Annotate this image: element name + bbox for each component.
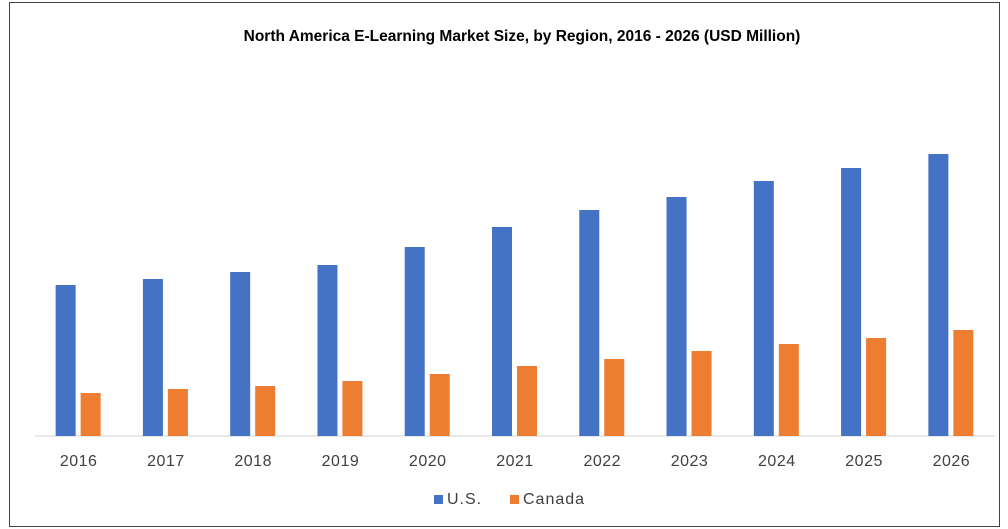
bar	[517, 366, 537, 436]
x-tick-label: 2019	[322, 453, 360, 470]
bar	[753, 181, 774, 436]
legend-label: Canada	[523, 491, 585, 508]
bar	[167, 389, 188, 436]
x-tick-label: 2025	[845, 453, 883, 470]
x-tick-label: 2017	[147, 453, 185, 470]
x-tick-label: 2016	[60, 453, 98, 470]
bar	[604, 359, 625, 436]
bar	[579, 210, 600, 436]
bar	[80, 393, 101, 436]
bar	[666, 197, 687, 436]
x-tick-label: 2022	[583, 453, 621, 470]
bar	[492, 227, 512, 436]
bar	[342, 381, 363, 436]
bar	[778, 344, 799, 436]
x-tick-label: 2023	[671, 453, 709, 470]
bar	[841, 168, 862, 436]
bar	[404, 247, 425, 436]
x-tick-label: 2018	[234, 453, 272, 470]
bar	[255, 386, 276, 436]
x-tick-label: 2024	[758, 453, 796, 470]
legend-swatch	[434, 495, 443, 504]
bar	[142, 279, 163, 436]
legend-label: U.S.	[447, 491, 482, 508]
bar	[317, 265, 338, 436]
legend-swatch	[510, 495, 519, 504]
x-tick-label: 2021	[496, 453, 534, 470]
bar	[55, 285, 76, 436]
bar	[429, 374, 450, 436]
bar	[866, 338, 887, 436]
bar	[691, 351, 712, 436]
bar	[928, 154, 949, 436]
chart-title: North America E-Learning Market Size, by…	[244, 28, 801, 45]
bar	[953, 330, 974, 436]
x-tick-label: 2026	[933, 453, 971, 470]
x-tick-label: 2020	[409, 453, 447, 470]
bar	[230, 272, 251, 436]
